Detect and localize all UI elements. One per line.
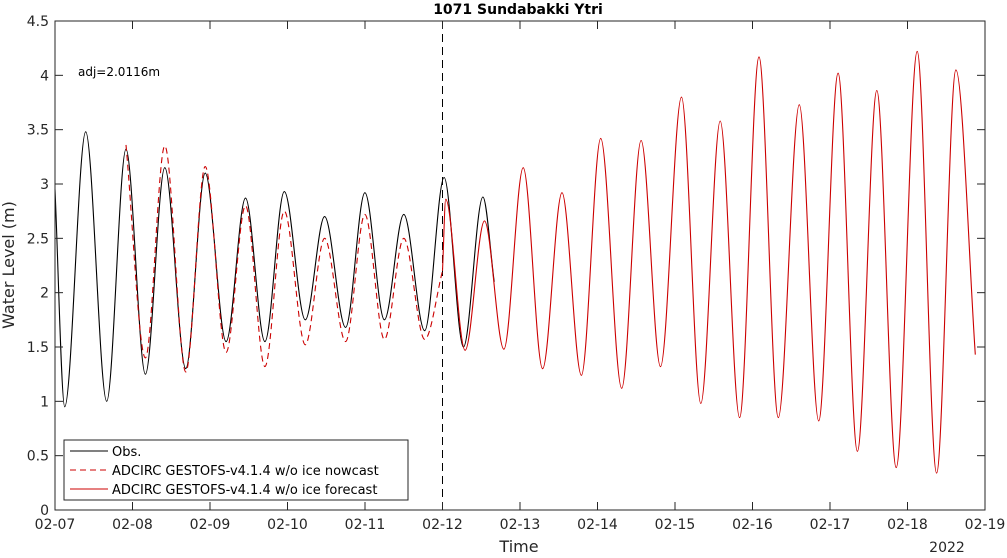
nowcast-series-line xyxy=(125,144,444,373)
plot-area xyxy=(54,21,976,510)
plot-frame xyxy=(54,20,986,511)
x-tick-label: 02-13 xyxy=(500,517,541,533)
x-axis: 02-07 02-08 02-09 02-10 02-11 02-12 02-13 02-14… xyxy=(35,21,1006,533)
y-tick-label: 0.5 xyxy=(27,449,49,465)
y-tick-label: 3 xyxy=(40,177,49,193)
y-tick-label: 4 xyxy=(40,68,49,84)
adjustment-annotation: adj=2.0116m xyxy=(78,65,160,79)
forecast-series-line xyxy=(441,50,976,474)
y-tick-label: 3.5 xyxy=(27,123,49,139)
x-tick-label: 02-17 xyxy=(810,517,851,533)
legend-box xyxy=(63,439,409,501)
x-tick-label: 02-16 xyxy=(732,517,773,533)
x-tick-label: 02-08 xyxy=(112,517,153,533)
x-tick-label: 02-15 xyxy=(655,517,696,533)
legend-entry-label: Obs. xyxy=(112,445,141,460)
legend-entry-label: ADCIRC GESTOFS-v4.1.4 w/o ice nowcast xyxy=(112,464,379,479)
y-axis: 0 0.5 1 1.5 2 2.5 3 3.5 4 4.5 xyxy=(27,14,985,519)
y-tick-label: 0 xyxy=(40,503,49,519)
y-tick-label: 2 xyxy=(40,286,49,302)
x-tick-label: 02-18 xyxy=(887,517,928,533)
year-label: 2022 xyxy=(929,540,965,554)
x-tick-label: 02-11 xyxy=(345,517,386,533)
obs-series-line xyxy=(54,131,495,408)
y-axis-label: Water Level (m) xyxy=(0,201,18,329)
y-tick-label: 1 xyxy=(40,394,49,410)
x-tick-label: 02-14 xyxy=(577,517,618,533)
x-tick-label: 02-10 xyxy=(267,517,308,533)
x-tick-label: 02-09 xyxy=(190,517,231,533)
legend: Obs. ADCIRC GESTOFS-v4.1.4 w/o ice nowcas… xyxy=(63,439,409,501)
y-tick-label: 2.5 xyxy=(27,231,49,247)
y-tick-label: 1.5 xyxy=(27,340,49,356)
x-axis-label: Time xyxy=(498,537,538,554)
x-tick-label: 02-19 xyxy=(965,517,1006,533)
y-tick-label: 4.5 xyxy=(27,14,49,30)
x-tick-label: 02-12 xyxy=(422,517,463,533)
legend-entry-label: ADCIRC GESTOFS-v4.1.4 w/o ice forecast xyxy=(112,483,377,498)
chart-title: 1071 Sundabakki Ytri xyxy=(433,2,603,18)
x-tick-label: 02-07 xyxy=(35,517,76,533)
